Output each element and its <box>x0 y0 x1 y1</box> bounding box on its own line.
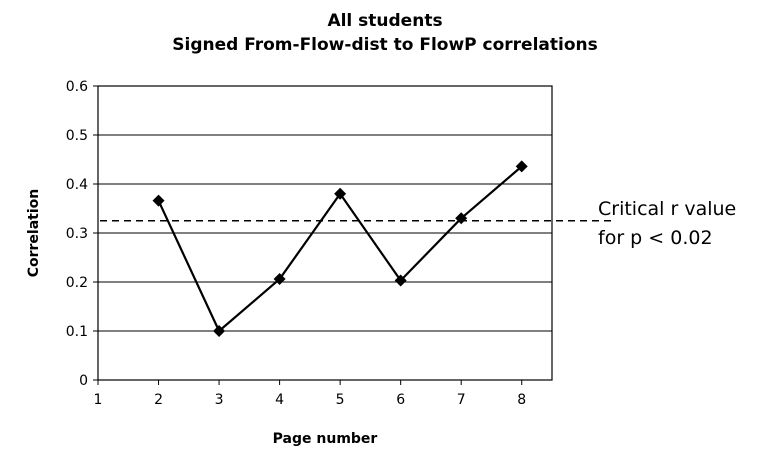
x-axis-ticks: 1 2 3 4 5 6 7 8 <box>94 380 526 408</box>
y-tick-label: 0.2 <box>66 275 88 291</box>
y-tick-label: 0.4 <box>66 177 88 193</box>
data-point-marker <box>152 194 165 207</box>
x-tick-label: 5 <box>336 392 345 408</box>
x-tick-label: 8 <box>517 392 526 408</box>
y-axis-ticks: 0 0.1 0.2 0.3 0.4 0.5 0.6 <box>66 79 98 389</box>
y-tick-label: 0.3 <box>66 226 88 242</box>
y-tick-label: 0.5 <box>66 128 88 144</box>
series-group <box>152 160 528 337</box>
x-tick-label: 3 <box>215 392 224 408</box>
critical-r-label-line2: for p < 0.02 <box>598 227 713 249</box>
y-tick-label: 0.1 <box>66 324 88 340</box>
y-tick-label: 0.6 <box>66 79 88 95</box>
y-axis-title: Correlation <box>26 189 42 278</box>
x-tick-label: 1 <box>94 392 103 408</box>
data-point-marker <box>515 160 528 173</box>
chart-title: All students <box>327 11 442 31</box>
x-axis-title: Page number <box>273 431 378 447</box>
data-point-marker <box>334 187 347 200</box>
data-point-marker <box>273 273 286 286</box>
y-tick-label: 0 <box>79 373 88 389</box>
data-point-marker <box>213 325 226 337</box>
x-tick-label: 6 <box>396 392 405 408</box>
data-point-marker <box>455 212 468 225</box>
x-tick-label: 2 <box>154 392 163 408</box>
data-point-marker <box>394 274 407 287</box>
x-tick-label: 4 <box>275 392 284 408</box>
gridlines <box>98 134 552 332</box>
chart-subtitle: Signed From-Flow-dist to FlowP correlati… <box>172 35 598 55</box>
x-tick-label: 7 <box>457 392 466 408</box>
critical-r-label-line1: Critical r value <box>598 198 736 220</box>
